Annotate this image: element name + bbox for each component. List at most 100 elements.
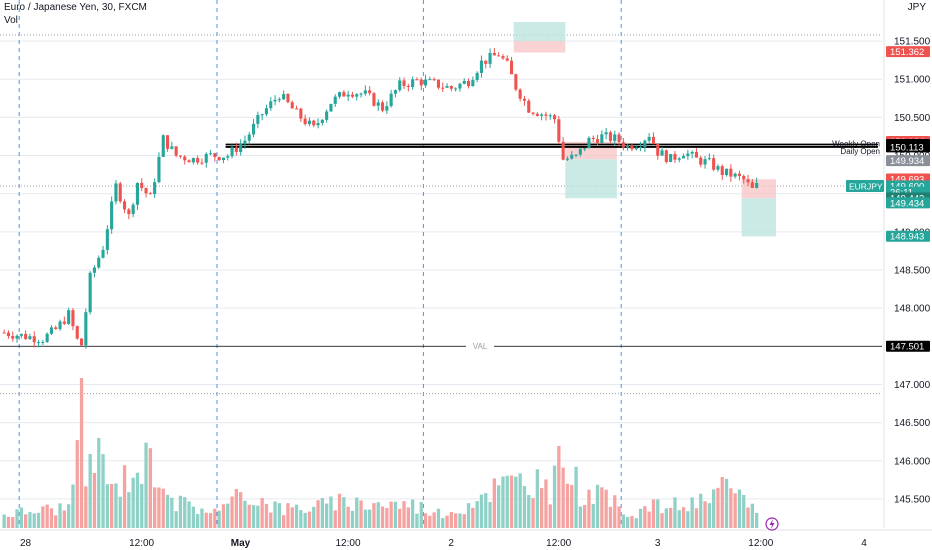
volume-bar [320, 497, 324, 528]
volume-bar [466, 503, 471, 528]
candle-body [458, 83, 462, 89]
volume-bar [737, 489, 742, 528]
candle [746, 174, 750, 187]
candle-body [217, 157, 221, 160]
price-label-bg [886, 340, 930, 352]
volume-bar [11, 517, 15, 528]
candle-body [363, 90, 367, 94]
candle [389, 89, 393, 108]
candle [682, 153, 686, 159]
candle-body [475, 72, 479, 80]
candle-body [24, 333, 28, 340]
candle [712, 154, 716, 172]
volume-bar [544, 479, 548, 528]
volume-bar [363, 509, 367, 528]
candle-body [58, 321, 62, 330]
candle-body [553, 115, 557, 120]
volume-bar [140, 483, 144, 528]
volume-bar [458, 513, 462, 528]
candle [531, 111, 535, 116]
candle [307, 117, 311, 127]
candle [67, 307, 71, 326]
candle [368, 86, 372, 96]
volume-bar [92, 472, 97, 528]
candle [716, 164, 720, 172]
candle [290, 100, 294, 109]
candle-body [166, 135, 170, 149]
candle [187, 159, 191, 163]
candle-body [37, 342, 41, 344]
candle-body [131, 204, 135, 215]
candle-body [699, 157, 703, 165]
candle [501, 54, 505, 60]
candle-body [570, 154, 574, 159]
volume-bar [127, 492, 131, 528]
candle-body [252, 123, 256, 135]
candle-body [591, 137, 595, 140]
volume-bar [79, 378, 84, 528]
candle [183, 155, 187, 165]
candle [441, 82, 445, 93]
candle [518, 88, 522, 102]
volume-bar [49, 508, 54, 528]
lightning-icon[interactable] [765, 517, 779, 531]
volume-label: Vol [4, 15, 18, 26]
candle-body [2, 332, 6, 334]
candle [725, 168, 729, 177]
candle [445, 83, 449, 89]
volume-bar [656, 499, 660, 528]
candle [557, 115, 561, 145]
volume-bar [161, 488, 165, 528]
candle [385, 101, 389, 114]
stop-zone[interactable] [741, 179, 776, 199]
volume-bar [436, 508, 441, 528]
candle [591, 135, 595, 142]
candle [252, 118, 256, 138]
volume-bar [733, 493, 737, 528]
volume-bars [2, 378, 759, 528]
candle [131, 202, 135, 218]
candle [260, 113, 264, 121]
candle [647, 133, 651, 145]
volume-bar [196, 513, 200, 528]
volume-bar [67, 504, 71, 528]
candle-body [191, 158, 195, 163]
candle-body [669, 154, 673, 162]
price-label: 150.113 [890, 142, 924, 153]
candle [703, 156, 707, 169]
candle [273, 95, 277, 106]
candle-body [694, 152, 698, 158]
candle-body [118, 183, 122, 202]
candle [471, 76, 475, 87]
target-zone[interactable] [741, 198, 776, 237]
volume-bar [518, 473, 522, 528]
time-tick-label: 12:00 [748, 538, 773, 549]
candle-body [62, 321, 66, 324]
volume-bar [411, 499, 415, 528]
candle-body [613, 134, 617, 141]
candle [209, 149, 213, 156]
volume-bar [514, 476, 518, 528]
candle-body [247, 134, 251, 141]
stop-zone[interactable] [513, 41, 566, 53]
candle-body [651, 136, 655, 145]
target-zone[interactable] [565, 159, 617, 199]
candle [733, 172, 737, 179]
candle [630, 143, 634, 152]
target-zone[interactable] [513, 22, 566, 42]
time-tick-label: 4 [861, 538, 867, 549]
volume-bar [742, 494, 746, 528]
volume-bar [299, 510, 303, 528]
price-tick-label: 145.500 [894, 494, 931, 505]
candle-body [153, 182, 157, 195]
level-line-label: Weekly Open [832, 139, 880, 148]
volume-bar [114, 483, 118, 528]
volume-bar [264, 503, 269, 528]
volume-bar [600, 487, 604, 528]
candle-body [6, 332, 10, 337]
candle-body [376, 102, 380, 106]
volume-bar [385, 507, 389, 528]
volume-bar [191, 506, 195, 528]
